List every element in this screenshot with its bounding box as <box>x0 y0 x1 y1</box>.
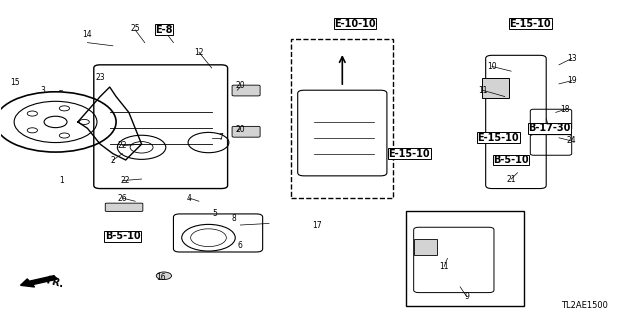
Text: 5: 5 <box>212 209 218 219</box>
Text: 11: 11 <box>477 86 487 95</box>
Text: 13: 13 <box>567 54 577 63</box>
Text: 7: 7 <box>219 133 223 142</box>
Text: 20: 20 <box>236 125 245 134</box>
Text: 1: 1 <box>60 176 64 185</box>
FancyArrow shape <box>20 276 57 287</box>
Text: 20: 20 <box>236 81 245 90</box>
Text: 17: 17 <box>312 220 322 229</box>
Text: 9: 9 <box>464 292 469 301</box>
Text: 6: 6 <box>238 241 243 250</box>
Text: B-17-30: B-17-30 <box>528 123 571 133</box>
Text: 22: 22 <box>121 176 131 185</box>
Text: 11: 11 <box>440 262 449 271</box>
Bar <box>406 211 524 306</box>
Text: E-15-10: E-15-10 <box>509 19 551 28</box>
Text: 22: 22 <box>118 141 127 150</box>
Text: E-10-10: E-10-10 <box>334 19 376 28</box>
Text: 18: 18 <box>561 105 570 114</box>
Text: B-5-10: B-5-10 <box>105 231 140 241</box>
Text: 12: 12 <box>194 48 204 57</box>
FancyBboxPatch shape <box>232 85 260 96</box>
Text: 24: 24 <box>567 136 577 146</box>
Text: 14: 14 <box>83 30 92 39</box>
Bar <box>483 78 509 98</box>
Text: 15: 15 <box>11 78 20 87</box>
Text: 19: 19 <box>567 76 577 85</box>
Text: 21: 21 <box>506 174 516 184</box>
Text: E-15-10: E-15-10 <box>388 149 430 159</box>
Text: 23: 23 <box>95 73 105 82</box>
Text: E-15-10: E-15-10 <box>477 133 519 143</box>
Text: 25: 25 <box>131 24 140 33</box>
Text: 3: 3 <box>40 86 45 95</box>
Text: B-5-10: B-5-10 <box>493 155 529 165</box>
Text: FR.: FR. <box>45 275 65 289</box>
Bar <box>414 239 436 255</box>
FancyBboxPatch shape <box>105 203 143 212</box>
Text: 8: 8 <box>232 214 236 223</box>
Text: 26: 26 <box>118 194 127 203</box>
Text: 4: 4 <box>187 194 192 203</box>
Circle shape <box>156 272 172 280</box>
Text: 16: 16 <box>156 273 166 282</box>
FancyBboxPatch shape <box>232 126 260 137</box>
Text: TL2AE1500: TL2AE1500 <box>561 301 608 310</box>
Text: E-8: E-8 <box>155 25 173 35</box>
Bar <box>291 39 394 198</box>
Text: 10: 10 <box>487 62 497 71</box>
Text: 2: 2 <box>111 156 115 164</box>
